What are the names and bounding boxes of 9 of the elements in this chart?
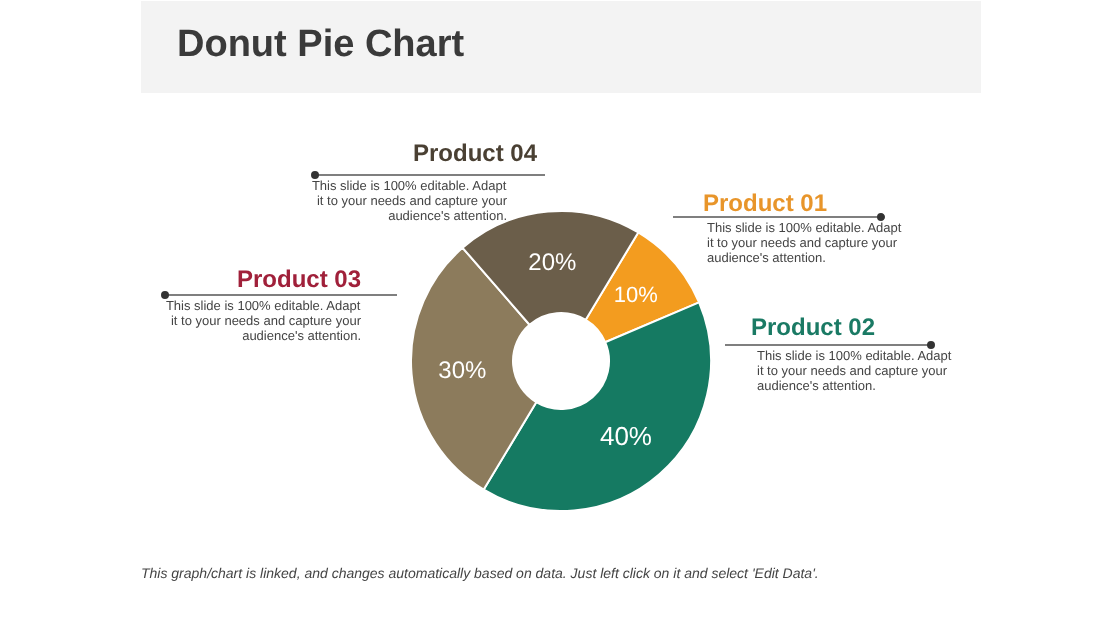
slice-label: Product 01 [703, 189, 828, 217]
data-label: 40% [599, 420, 653, 451]
slice-label: Product 03 [236, 265, 362, 293]
slice-label: Product 04 [412, 139, 538, 167]
data-label: 10% [613, 284, 659, 309]
data-label: 20% [528, 248, 578, 277]
chart-title: Donut Pie Chart [177, 24, 466, 66]
slice-label: Product 02 [751, 313, 876, 341]
data-label: 30% [438, 355, 488, 384]
